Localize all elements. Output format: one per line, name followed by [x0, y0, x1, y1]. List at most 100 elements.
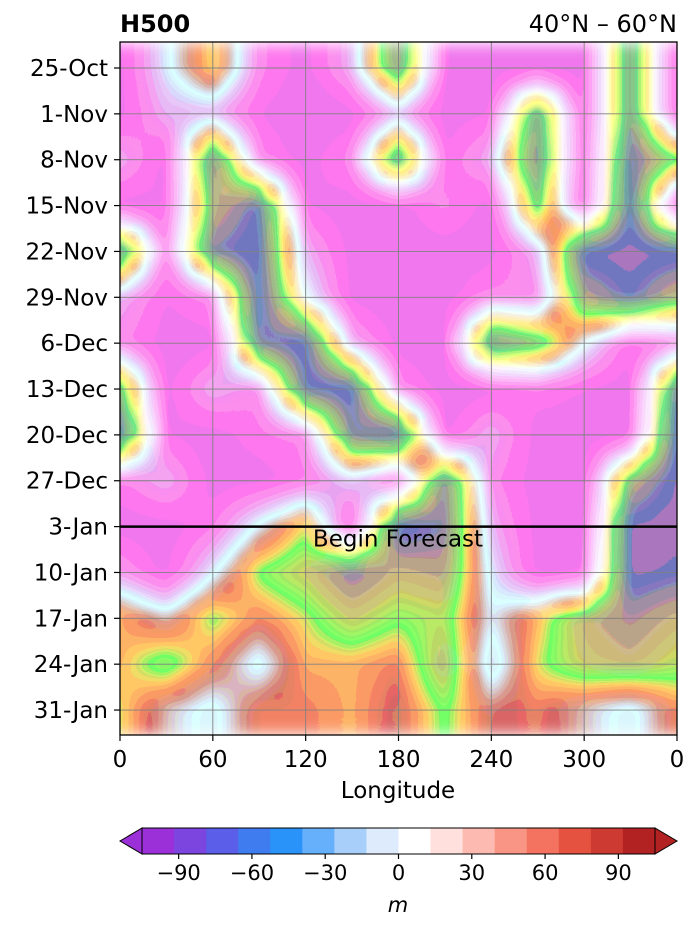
field-cell	[120, 182, 129, 199]
field-cell	[452, 319, 469, 337]
field-cell	[281, 411, 299, 428]
field-cell	[127, 411, 144, 428]
field-cell	[158, 258, 175, 275]
field-cell	[173, 442, 191, 459]
field-cell	[359, 136, 376, 153]
field-cell	[343, 136, 361, 153]
field-cell	[281, 350, 299, 367]
field-cell	[312, 533, 330, 551]
field-cell	[189, 487, 206, 505]
field-cell	[514, 212, 531, 230]
field-cell	[498, 442, 516, 459]
field-cell	[514, 182, 531, 199]
colorbar: −90 −60 −30 0 30 60 90	[119, 827, 678, 885]
field-cell	[374, 579, 392, 596]
field-cell	[312, 365, 330, 382]
field-cell	[328, 625, 345, 642]
colorbar-tick-label: 90	[605, 861, 632, 885]
field-cell	[498, 457, 516, 474]
field-cell	[343, 166, 361, 184]
field-cell	[251, 487, 268, 505]
field-cell	[220, 121, 237, 138]
field-cell	[343, 273, 361, 291]
field-cell	[312, 549, 330, 566]
field-cell	[142, 625, 160, 642]
field-cell	[220, 625, 237, 642]
field-cell	[591, 75, 608, 92]
field-cell	[684, 60, 697, 76]
field-cell	[251, 182, 268, 199]
field-cell	[374, 228, 392, 245]
field-cell	[158, 671, 175, 688]
field-cell	[529, 273, 546, 291]
field-cell	[120, 686, 129, 703]
field-cell	[668, 304, 677, 321]
field-cell	[173, 365, 191, 382]
field-cell	[220, 182, 237, 199]
field-cell	[189, 304, 206, 321]
field-cell	[452, 258, 469, 275]
field-cell	[266, 44, 283, 61]
field-cell	[281, 717, 299, 734]
field-cell	[189, 594, 206, 612]
field-cell	[328, 90, 345, 107]
field-cell	[359, 640, 376, 658]
field-cell	[498, 304, 516, 321]
y-tick-label: 29-Nov	[26, 285, 108, 311]
field-cell	[684, 90, 697, 106]
field-cell	[684, 488, 697, 504]
field-cell	[498, 136, 516, 153]
x-tick-label: 0	[670, 747, 685, 773]
field-cell	[189, 365, 206, 382]
field-cell	[606, 121, 624, 138]
colorbar-segment	[238, 828, 271, 854]
field-cell	[514, 503, 531, 520]
field-cell	[668, 396, 677, 413]
field-cell	[158, 182, 175, 199]
field-cell	[529, 625, 546, 642]
field-cell	[684, 717, 697, 733]
field-cell	[374, 350, 392, 367]
field-cell	[560, 671, 577, 688]
y-axis: 25-Oct 1-Nov 8-Nov 15-Nov 22-Nov 29-Nov 6-Dec 1…	[26, 56, 120, 724]
field-cell	[189, 579, 206, 596]
field-cell	[266, 533, 283, 551]
field-cell	[220, 304, 237, 321]
field-cell	[653, 457, 670, 474]
field-cell	[374, 549, 392, 566]
field-cell	[421, 182, 438, 199]
field-cell	[120, 503, 129, 520]
field-cell	[684, 473, 697, 489]
field-cell	[684, 350, 697, 366]
field-cell	[220, 319, 237, 337]
field-cell	[343, 90, 361, 107]
field-cell	[637, 228, 655, 245]
field-cell	[544, 121, 562, 138]
field-cell	[120, 671, 129, 688]
field-cell	[622, 625, 639, 642]
x-tick-label: 180	[377, 747, 421, 773]
field-cell	[120, 304, 129, 321]
field-cell	[266, 717, 283, 734]
field-cell	[405, 228, 423, 245]
field-cell	[374, 411, 392, 428]
field-cell	[328, 304, 345, 321]
field-cell	[622, 350, 639, 367]
field-cell	[591, 671, 608, 688]
field-cell	[421, 350, 438, 367]
field-cell	[622, 365, 639, 382]
field-cell	[251, 319, 268, 337]
field-cell	[235, 671, 253, 688]
field-cell	[684, 289, 697, 305]
field-cell	[220, 212, 237, 230]
field-cell	[560, 503, 577, 520]
field-cell	[436, 258, 454, 275]
colorbar-segment	[494, 828, 528, 854]
field-cell	[684, 610, 697, 626]
field-cell	[328, 258, 345, 275]
field-cell	[220, 411, 237, 428]
field-cell	[343, 625, 361, 642]
field-cell	[622, 273, 639, 291]
field-cell	[359, 228, 376, 245]
field-cell	[467, 503, 485, 520]
